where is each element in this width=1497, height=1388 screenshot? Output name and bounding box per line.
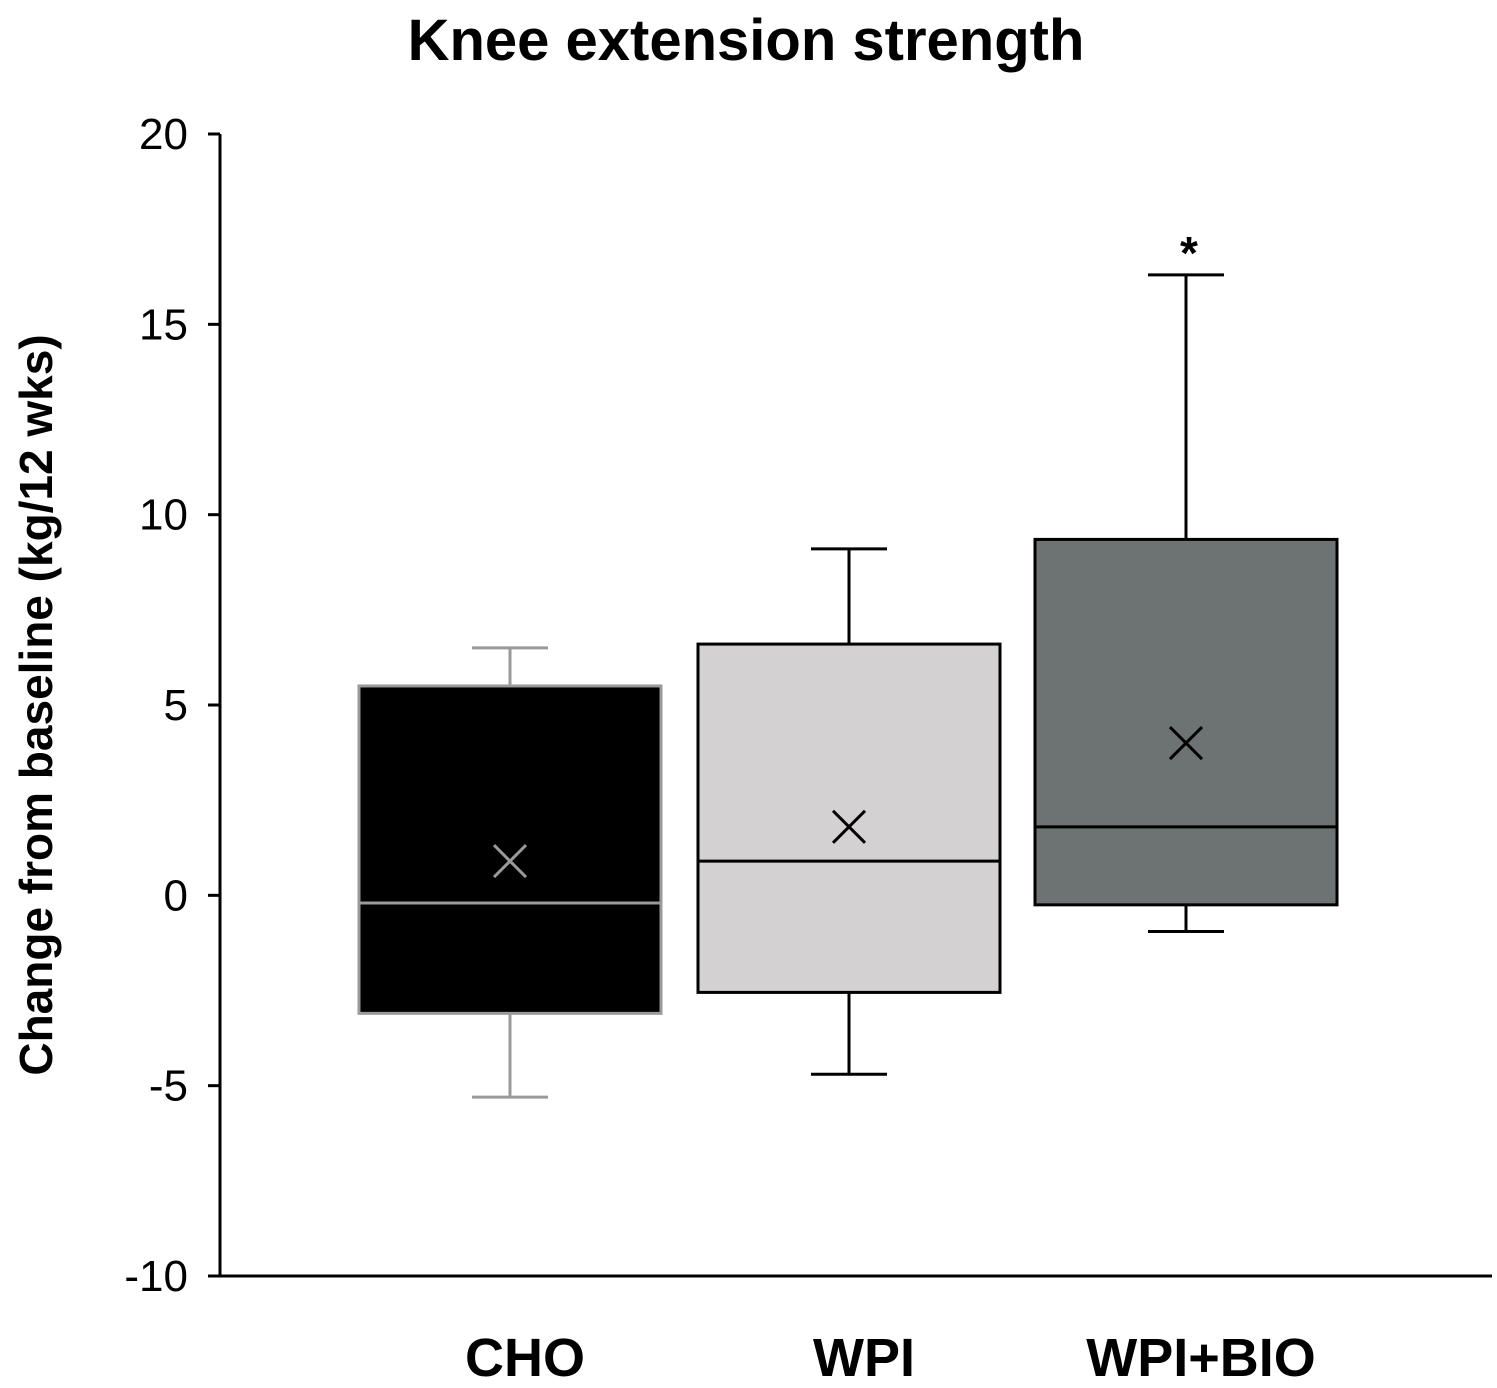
y-tick-label: 20: [139, 110, 188, 159]
iqr-box: [696, 642, 1002, 994]
x-category-label: WPI+BIO: [1086, 1328, 1316, 1388]
mean-marker-stroke: [1168, 726, 1204, 761]
y-axis-label: Change from baseline (kg/12 wks): [10, 334, 62, 1075]
y-tick-label: -10: [124, 1252, 188, 1301]
iqr-box: [357, 684, 663, 1015]
significance-asterisk: *: [1180, 227, 1198, 279]
y-tick-label: -5: [149, 1062, 188, 1111]
box-wpi: [696, 547, 1002, 1076]
box-series: *: [357, 227, 1339, 1099]
mean-marker: [831, 809, 867, 844]
y-tick-label: 5: [164, 681, 188, 730]
axes: -10 -5 0 5 10 15 20: [124, 110, 1492, 1301]
chart-title: Knee extension strength: [408, 8, 1085, 73]
y-tick-label: 10: [139, 491, 188, 540]
box-cho: [357, 646, 663, 1099]
mean-marker-stroke: [492, 844, 528, 879]
category-labels: CHO WPI WPI+BIO: [465, 1328, 1316, 1388]
mean-marker: [492, 844, 528, 879]
x-category-label: CHO: [465, 1328, 585, 1388]
y-tick-label: 0: [164, 871, 188, 920]
box-wpi-bio: *: [1033, 227, 1339, 933]
y-tick-label: 15: [139, 300, 188, 349]
iqr-box: [1033, 537, 1339, 907]
mean-marker-stroke: [831, 809, 867, 844]
mean-marker: [1168, 726, 1204, 761]
x-category-label: WPI: [813, 1328, 915, 1388]
